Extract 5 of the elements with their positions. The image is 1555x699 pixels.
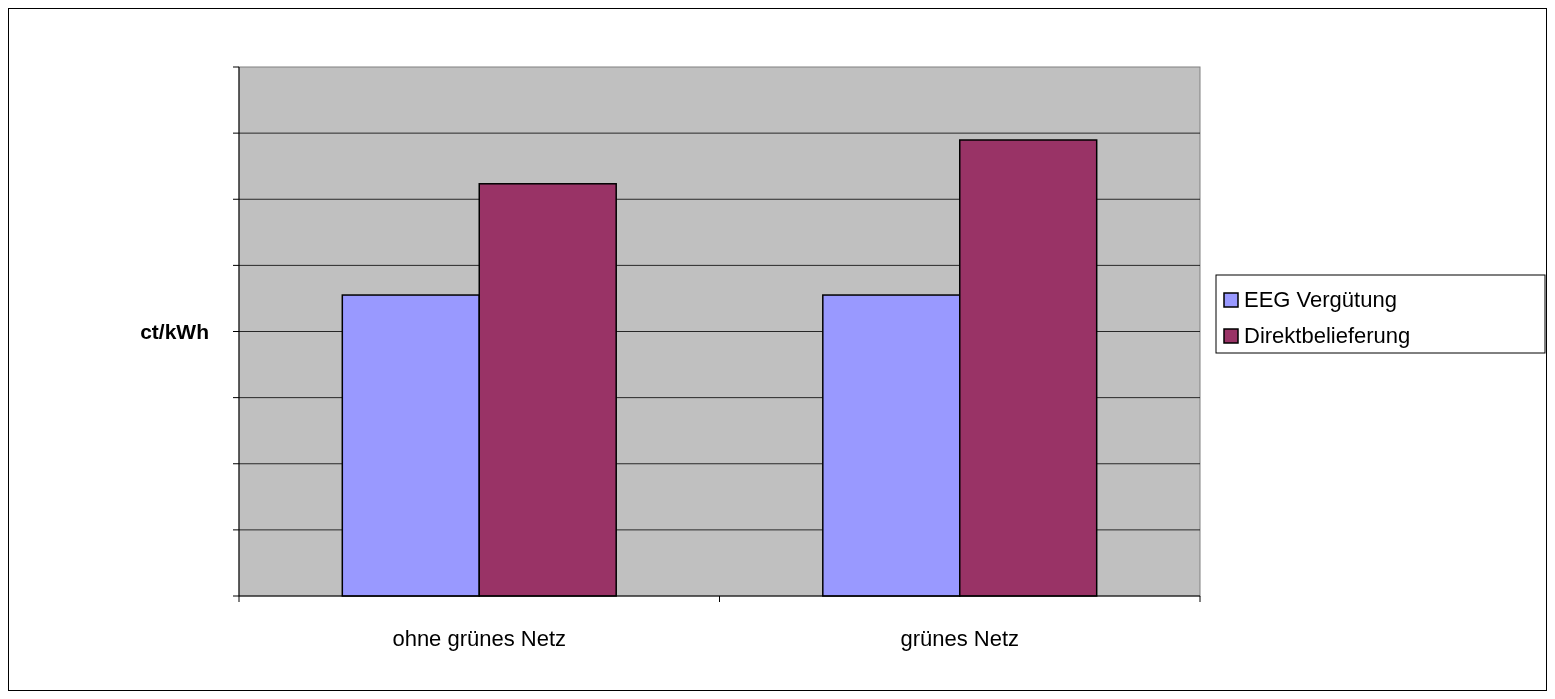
x-tick-label: ohne grünes Netz <box>392 626 567 651</box>
legend-label: Direktbelieferung <box>1244 323 1411 348</box>
legend-label: EEG Vergütung <box>1244 287 1397 312</box>
y-axis-title: ct/kWh <box>140 319 209 343</box>
x-tick-label: grünes Netz <box>900 626 1020 651</box>
